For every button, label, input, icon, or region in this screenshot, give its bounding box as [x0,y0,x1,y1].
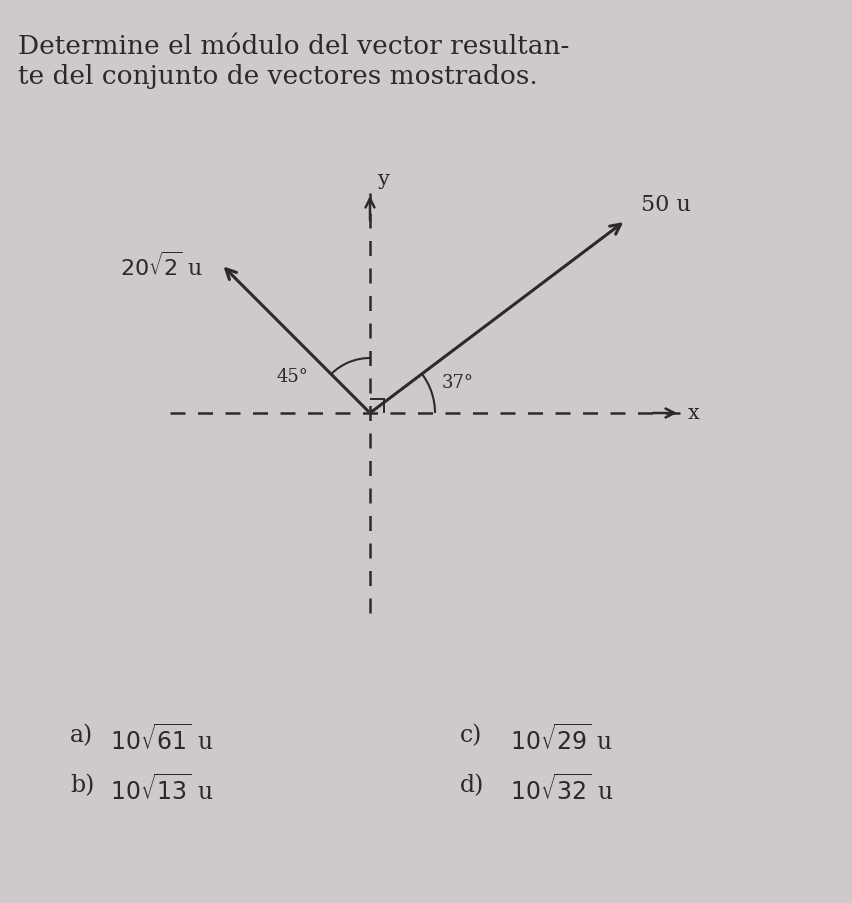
Text: $10\sqrt{29}$ u: $10\sqrt{29}$ u [509,723,613,754]
Text: $10\sqrt{32}$ u: $10\sqrt{32}$ u [509,773,613,804]
Text: x: x [688,404,699,423]
Text: c): c) [459,723,482,746]
Text: y: y [377,170,389,189]
Text: 50 u: 50 u [640,194,689,216]
Text: $10\sqrt{13}$ u: $10\sqrt{13}$ u [110,773,213,804]
Text: a): a) [70,723,93,746]
Text: $10\sqrt{61}$ u: $10\sqrt{61}$ u [110,723,213,754]
Text: 37°: 37° [441,374,474,392]
Text: d): d) [459,773,484,796]
Text: Determine el módulo del vector resultan-: Determine el módulo del vector resultan- [18,34,568,59]
Text: b): b) [70,773,95,796]
Text: te del conjunto de vectores mostrados.: te del conjunto de vectores mostrados. [18,64,537,88]
Text: $20\sqrt{2}$ u: $20\sqrt{2}$ u [119,252,203,280]
Text: 45°: 45° [276,368,308,386]
